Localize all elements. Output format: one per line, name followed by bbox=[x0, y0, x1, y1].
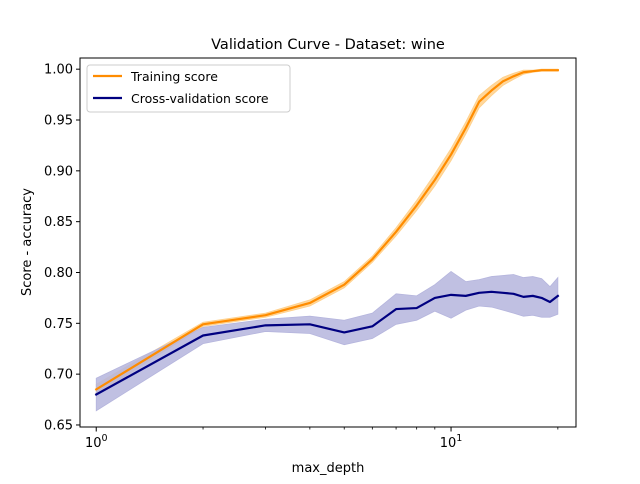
x-axis-label: max_depth bbox=[292, 461, 365, 476]
legend-label-cross-validation: Cross-validation score bbox=[131, 91, 269, 106]
y-tick-label: 0.85 bbox=[44, 215, 73, 230]
y-tick-label: 0.80 bbox=[44, 266, 73, 281]
series-line-cross-validation bbox=[94, 290, 560, 396]
x-axis-ticks: 100 101 bbox=[85, 427, 559, 451]
y-tick-label: 0.70 bbox=[44, 368, 73, 383]
series-line-training bbox=[94, 69, 559, 391]
x-tick-label: 100 bbox=[85, 433, 108, 451]
series-lines bbox=[94, 69, 560, 396]
y-tick-label: 0.95 bbox=[44, 114, 73, 129]
y-axis-label: Score - accuracy bbox=[20, 188, 35, 296]
plot-frame bbox=[79, 57, 577, 428]
y-tick-label: 1.00 bbox=[44, 63, 73, 78]
y-tick-label: 0.90 bbox=[44, 164, 73, 179]
plot-area bbox=[94, 68, 560, 412]
y-tick-label: 0.65 bbox=[44, 418, 73, 433]
legend: Training score Cross-validation score bbox=[86, 64, 291, 113]
y-tick-label: 0.75 bbox=[44, 317, 73, 332]
x-tick-label: 101 bbox=[440, 433, 463, 451]
chart-title: Validation Curve - Dataset: wine bbox=[211, 37, 445, 53]
y-axis-ticks: 0.65 0.70 0.75 0.80 0.85 0.90 0.95 1.00 bbox=[44, 63, 80, 433]
legend-box bbox=[86, 64, 291, 113]
legend-label-training: Training score bbox=[130, 69, 218, 84]
band-cross-validation bbox=[95, 270, 559, 412]
